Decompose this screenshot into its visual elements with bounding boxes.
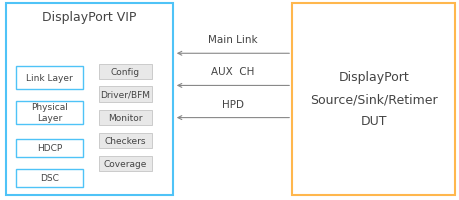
Text: Driver/BFM: Driver/BFM <box>100 90 150 99</box>
Text: DSC: DSC <box>40 174 59 182</box>
Text: Coverage: Coverage <box>103 159 147 168</box>
FancyBboxPatch shape <box>99 87 151 102</box>
Text: AUX  CH: AUX CH <box>211 67 254 77</box>
FancyBboxPatch shape <box>99 156 151 171</box>
Text: Physical
Layer: Physical Layer <box>31 103 68 122</box>
FancyBboxPatch shape <box>16 67 83 90</box>
Text: Main Link: Main Link <box>208 35 257 45</box>
FancyBboxPatch shape <box>16 101 83 124</box>
FancyBboxPatch shape <box>99 133 151 148</box>
FancyBboxPatch shape <box>16 169 83 187</box>
FancyBboxPatch shape <box>99 65 151 80</box>
Text: Config: Config <box>111 68 140 77</box>
FancyBboxPatch shape <box>99 110 151 125</box>
FancyBboxPatch shape <box>16 139 83 157</box>
Text: DisplayPort
Source/Sink/Retimer
DUT: DisplayPort Source/Sink/Retimer DUT <box>309 71 437 128</box>
Text: DisplayPort VIP: DisplayPort VIP <box>42 11 136 24</box>
Text: Link Layer: Link Layer <box>26 74 73 83</box>
Text: HPD: HPD <box>222 99 243 109</box>
Text: Checkers: Checkers <box>104 136 146 145</box>
Text: Monitor: Monitor <box>108 113 142 122</box>
Text: HDCP: HDCP <box>37 144 62 152</box>
